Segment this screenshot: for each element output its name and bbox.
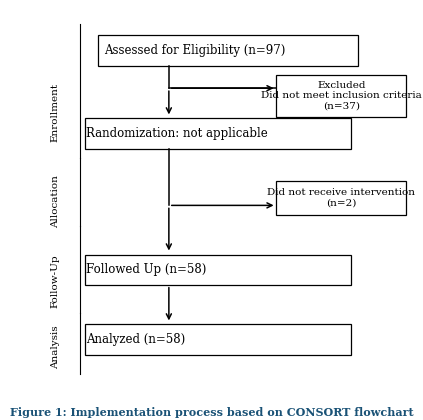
FancyBboxPatch shape [277, 181, 407, 215]
Text: Randomization: not applicable: Randomization: not applicable [85, 127, 267, 140]
Text: Figure 1: Implementation process based on CONSORT flowchart: Figure 1: Implementation process based o… [10, 407, 413, 418]
FancyBboxPatch shape [85, 118, 351, 149]
Text: Followed Up (n=58): Followed Up (n=58) [85, 263, 206, 276]
Text: Excluded
Did not meet inclusion criteria
(n=37): Excluded Did not meet inclusion criteria… [261, 81, 422, 110]
Text: Enrollment: Enrollment [51, 83, 60, 142]
Text: Analyzed (n=58): Analyzed (n=58) [85, 333, 185, 346]
Text: Did not receive intervention
(n=2): Did not receive intervention (n=2) [267, 188, 415, 207]
FancyBboxPatch shape [85, 255, 351, 285]
FancyBboxPatch shape [277, 75, 407, 116]
Text: Follow-Up: Follow-Up [51, 254, 60, 308]
Text: Analysis: Analysis [51, 326, 60, 369]
Text: Allocation: Allocation [51, 175, 60, 228]
Text: Assessed for Eligibility (n=97): Assessed for Eligibility (n=97) [104, 44, 285, 57]
FancyBboxPatch shape [98, 35, 358, 66]
FancyBboxPatch shape [85, 324, 351, 354]
